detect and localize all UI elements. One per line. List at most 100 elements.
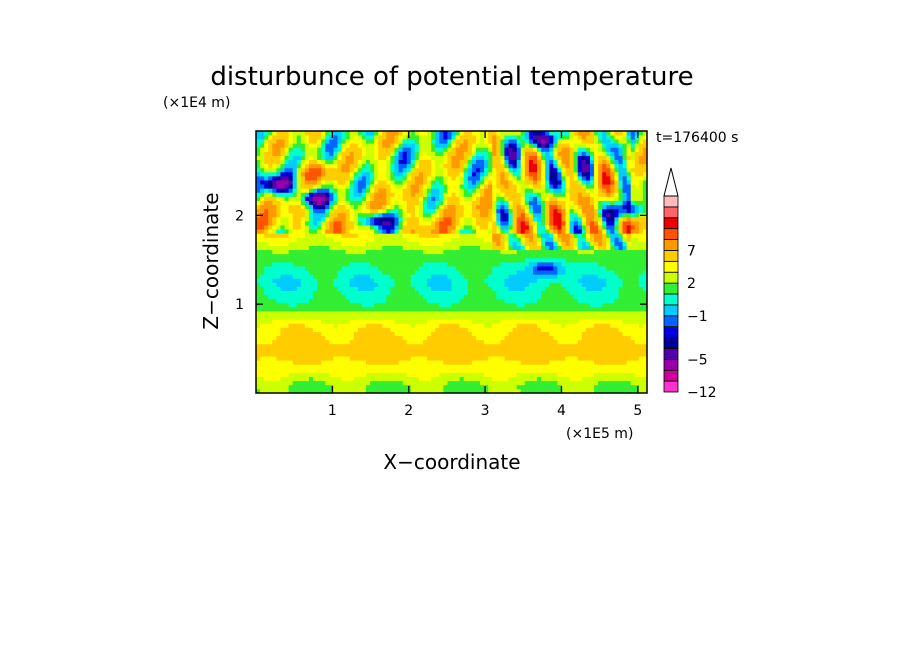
field-cell (325, 262, 330, 267)
field-cell (561, 286, 566, 291)
field-cell (284, 208, 289, 214)
field-cell (398, 208, 403, 214)
field-cell (630, 388, 636, 393)
field-cell (602, 216, 607, 222)
field-cell (353, 376, 359, 382)
field-cell (280, 290, 285, 296)
field-cell (304, 212, 310, 218)
field-cell (463, 294, 469, 300)
field-cell (569, 212, 575, 218)
field-cell (341, 249, 346, 255)
field-cell (638, 364, 644, 369)
field-cell (475, 298, 481, 304)
field-cell (317, 237, 322, 242)
field-cell (292, 180, 298, 185)
field-cell (475, 384, 481, 390)
field-cell (410, 233, 416, 238)
field-cell (569, 196, 575, 201)
field-cell (337, 204, 342, 210)
field-cell (337, 294, 342, 300)
field-cell (308, 368, 314, 373)
field-cell (492, 343, 497, 349)
field-cell (256, 270, 261, 275)
field-cell (451, 282, 456, 287)
field-cell (329, 290, 334, 296)
field-cell (313, 380, 318, 386)
field-cell (386, 290, 391, 296)
field-cell (565, 352, 570, 357)
field-cell (545, 270, 550, 275)
field-cell (488, 290, 493, 296)
field-cell (626, 249, 632, 255)
field-cell (459, 192, 465, 197)
field-cell (557, 388, 562, 393)
field-cell (471, 241, 477, 246)
field-cell (337, 237, 342, 242)
field-cell (638, 343, 644, 349)
field-cell (626, 278, 632, 283)
field-cell (549, 184, 554, 189)
field-cell (512, 212, 518, 218)
field-cell (581, 196, 587, 201)
field-cell (349, 245, 355, 251)
field-cell (308, 262, 314, 267)
field-cell (394, 372, 399, 377)
field-cell (333, 196, 338, 201)
field-cell (634, 257, 640, 263)
field-cell (394, 212, 399, 218)
field-cell (561, 388, 566, 393)
field-cell (577, 262, 583, 267)
field-cell (321, 298, 326, 304)
field-cell (622, 352, 627, 357)
field-cell (447, 376, 452, 382)
field-cell (598, 184, 603, 189)
field-cell (561, 384, 566, 390)
field-cell (337, 262, 342, 267)
field-cell (630, 262, 636, 267)
field-cell (459, 372, 465, 377)
field-cell (480, 262, 485, 267)
field-cell (439, 282, 444, 287)
field-cell (471, 200, 477, 206)
field-cell (455, 347, 460, 353)
field-cell (545, 212, 550, 218)
field-cell (557, 192, 562, 197)
field-cell (378, 237, 383, 242)
field-cell (480, 372, 485, 377)
field-cell (545, 241, 550, 246)
field-cell (365, 225, 371, 230)
field-cell (634, 274, 640, 279)
field-cell (370, 274, 375, 279)
field-cell (585, 376, 591, 382)
field-cell (484, 225, 489, 230)
field-cell (496, 216, 501, 222)
field-cell (532, 233, 538, 238)
field-cell (573, 286, 579, 291)
field-cell (374, 204, 379, 210)
field-cell (341, 319, 346, 324)
field-cell (642, 335, 647, 341)
field-cell (455, 372, 460, 377)
field-cell (349, 302, 355, 308)
field-cell (451, 352, 456, 357)
field-cell (561, 368, 566, 373)
field-cell (553, 216, 558, 222)
field-cell (268, 245, 273, 251)
field-cell (541, 388, 546, 393)
field-cell (549, 368, 554, 373)
field-cell (516, 343, 522, 349)
field-cell (545, 192, 550, 197)
field-cell (537, 208, 542, 214)
field-cell (268, 216, 273, 222)
field-cell (524, 274, 530, 279)
field-cell (256, 184, 261, 189)
field-cell (317, 376, 322, 382)
field-cell (622, 270, 627, 275)
field-cell (467, 339, 473, 345)
field-cell (284, 327, 289, 332)
field-cell (365, 266, 371, 271)
field-cell (549, 343, 554, 349)
field-cell (524, 343, 530, 349)
field-cell (585, 372, 591, 377)
field-cell (549, 229, 554, 234)
